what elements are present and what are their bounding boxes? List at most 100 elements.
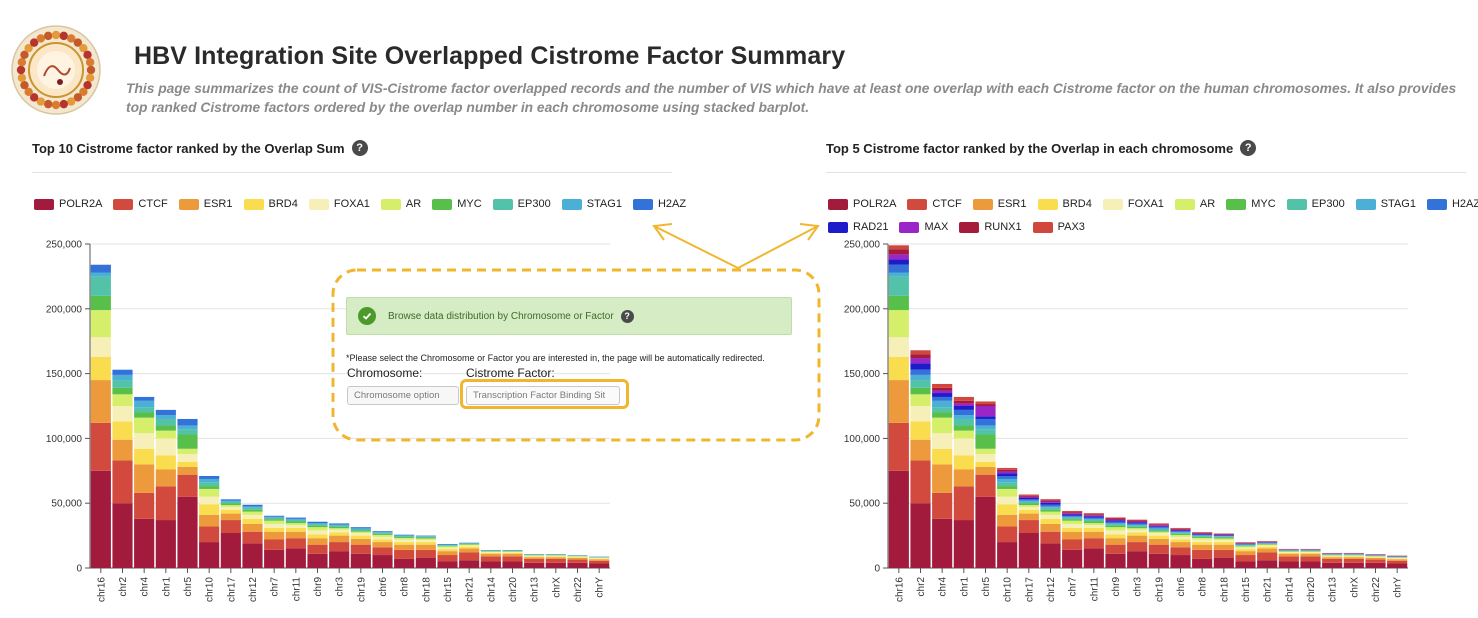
bar-segment-rad21-chr1[interactable] <box>953 406 974 410</box>
bar-segment-polr2a-chr3[interactable] <box>1127 551 1148 568</box>
bar-segment-ar-chr21[interactable] <box>1257 544 1278 546</box>
bar-segment-brd4-chr7[interactable] <box>1062 527 1083 532</box>
legend-item-foxa1[interactable]: FOXA1 <box>308 198 370 210</box>
bar-segment-ctcf-chr18[interactable] <box>1213 549 1234 558</box>
bar-segment-pax3-chr6[interactable] <box>1170 527 1191 529</box>
bar-segment-esr1-chr16[interactable] <box>90 380 111 423</box>
bar-segment-brd4-chr2[interactable] <box>112 421 133 440</box>
bar-segment-stag1-chr10[interactable] <box>199 478 220 483</box>
bar-segment-foxa1-chr5[interactable] <box>177 453 198 462</box>
bar-segment-esr1-chr20[interactable] <box>502 554 523 557</box>
bar-segment-pax3-chr3[interactable] <box>1127 519 1148 521</box>
bar-segment-myc-chr10[interactable] <box>997 486 1018 489</box>
bar-segment-foxa1-chr6[interactable] <box>1170 536 1191 540</box>
bar-segment-pax3-chr19[interactable] <box>1148 523 1169 525</box>
bar-segment-ep300-chr16[interactable] <box>90 276 111 296</box>
bar-segment-myc-chr12[interactable] <box>1040 509 1061 512</box>
bar-segment-stag1-chr18[interactable] <box>1213 536 1234 537</box>
bar-segment-runx1-chr1[interactable] <box>953 400 974 404</box>
bar-segment-brd4-chr15[interactable] <box>1235 549 1256 552</box>
bar-segment-esr1-chr6[interactable] <box>1170 542 1191 548</box>
bar-segment-brd4-chr2[interactable] <box>910 421 931 440</box>
bar-segment-max-chr6[interactable] <box>1170 529 1191 531</box>
legend-item-ctcf[interactable]: CTCF <box>907 198 962 210</box>
bar-segment-ep300-chr1[interactable] <box>953 418 974 426</box>
bar-segment-myc-chr8[interactable] <box>1192 536 1213 538</box>
bar-segment-polr2a-chr18[interactable] <box>415 557 436 568</box>
bar-segment-esr1-chr12[interactable] <box>242 523 263 532</box>
bar-segment-brd4-chr11[interactable] <box>285 527 306 532</box>
bar-segment-ar-chr11[interactable] <box>1083 523 1104 526</box>
bar-segment-foxa1-chr1[interactable] <box>953 438 974 456</box>
bar-segment-esr1-chr2[interactable] <box>112 439 133 461</box>
bar-segment-polr2a-chr17[interactable] <box>220 533 241 568</box>
bar-segment-brd4-chr13[interactable] <box>1322 556 1343 558</box>
bar-segment-polr2a-chr5[interactable] <box>177 496 198 568</box>
bar-segment-polr2a-chr1[interactable] <box>953 520 974 568</box>
bar-segment-ep300-chr18[interactable] <box>415 536 436 538</box>
chromosome-select[interactable]: Chromosome option <box>347 386 459 405</box>
legend-item-h2az[interactable]: H2AZ <box>1426 198 1478 210</box>
legend-item-ar[interactable]: AR <box>380 198 421 210</box>
bar-segment-ctcf-chr2[interactable] <box>910 460 931 504</box>
bar-segment-h2az-chr8[interactable] <box>394 534 415 536</box>
bar-segment-h2az-chr15[interactable] <box>437 544 458 545</box>
bar-segment-polr2a-chr14[interactable] <box>1278 561 1299 568</box>
bar-segment-brd4-chr21[interactable] <box>459 546 480 549</box>
bar-segment-esr1-chr1[interactable] <box>953 469 974 487</box>
bar-segment-ar-chr7[interactable] <box>1062 520 1083 524</box>
bar-segment-max-chr19[interactable] <box>1148 525 1169 527</box>
bar-segment-stag1-chr6[interactable] <box>372 531 393 533</box>
bar-segment-esr1-chr3[interactable] <box>329 535 350 543</box>
bar-segment-myc-chr3[interactable] <box>329 526 350 529</box>
bar-segment-stag1-chr12[interactable] <box>1040 506 1061 508</box>
bar-segment-myc-chr16[interactable] <box>888 295 909 311</box>
bar-segment-h2az-chr4[interactable] <box>134 396 155 401</box>
bar-segment-polr2a-chrY[interactable] <box>1387 563 1408 568</box>
bar-segment-foxa1-chr9[interactable] <box>1105 530 1126 535</box>
bar-segment-myc-chr15[interactable] <box>1235 545 1256 547</box>
bar-segment-myc-chr19[interactable] <box>350 530 371 532</box>
bar-segment-runx1-chr3[interactable] <box>1127 520 1148 522</box>
bar-segment-h2az-chr18[interactable] <box>415 535 436 537</box>
bar-segment-stag1-chr7[interactable] <box>1062 516 1083 518</box>
bar-segment-ar-chr2[interactable] <box>112 394 133 406</box>
bar-segment-ep300-chr7[interactable] <box>1062 517 1083 520</box>
bar-segment-ctcf-chr3[interactable] <box>1127 542 1148 552</box>
bar-segment-brd4-chr6[interactable] <box>372 539 393 543</box>
bar-segment-ep300-chr6[interactable] <box>372 532 393 534</box>
bar-segment-myc-chr5[interactable] <box>177 434 198 449</box>
bar-segment-brd4-chr16[interactable] <box>888 356 909 381</box>
bar-segment-rad21-chr4[interactable] <box>932 393 953 397</box>
bar-segment-brd4-chr22[interactable] <box>1365 557 1386 559</box>
bar-segment-esr1-chr16[interactable] <box>888 380 909 423</box>
bar-segment-foxa1-chr6[interactable] <box>372 536 393 540</box>
bar-segment-polr2a-chrX[interactable] <box>1343 562 1364 568</box>
bar-segment-stag1-chr2[interactable] <box>112 374 133 381</box>
bar-segment-pax3-chr9[interactable] <box>1105 517 1126 519</box>
bar-segment-myc-chr18[interactable] <box>1213 537 1234 539</box>
bar-segment-brd4-chr3[interactable] <box>1127 532 1148 536</box>
bar-segment-ctcf-chr14[interactable] <box>480 556 501 562</box>
bar-segment-myc-chr6[interactable] <box>372 533 393 535</box>
bar-segment-max-chr7[interactable] <box>1062 513 1083 515</box>
bar-segment-ctcf-chrX[interactable] <box>1343 558 1364 563</box>
bar-segment-rad21-chr9[interactable] <box>1105 520 1126 522</box>
bar-segment-polr2a-chr11[interactable] <box>1083 548 1104 568</box>
bar-segment-stag1-chr9[interactable] <box>1105 523 1126 525</box>
bar-segment-brd4-chrX[interactable] <box>1343 556 1364 558</box>
bar-segment-ar-chr5[interactable] <box>975 448 996 454</box>
bar-segment-polr2a-chr1[interactable] <box>155 520 176 568</box>
bar-segment-brd4-chr16[interactable] <box>90 356 111 381</box>
bar-segment-brd4-chr5[interactable] <box>975 461 996 467</box>
bar-segment-pax3-chr10[interactable] <box>997 467 1018 470</box>
bar-segment-ar-chr12[interactable] <box>242 511 263 515</box>
bar-segment-polr2a-chr6[interactable] <box>1170 555 1191 568</box>
bar-segment-rad21-chr19[interactable] <box>1148 526 1169 528</box>
bar-segment-ctcf-chr21[interactable] <box>459 552 480 561</box>
bar-segment-ctcf-chr19[interactable] <box>350 544 371 554</box>
bar-segment-foxa1-chr9[interactable] <box>307 530 328 535</box>
bar-segment-rad21-chr18[interactable] <box>1213 535 1234 536</box>
bar-segment-h2az-chr6[interactable] <box>1170 531 1191 532</box>
bar-segment-ar-chr15[interactable] <box>437 546 458 548</box>
